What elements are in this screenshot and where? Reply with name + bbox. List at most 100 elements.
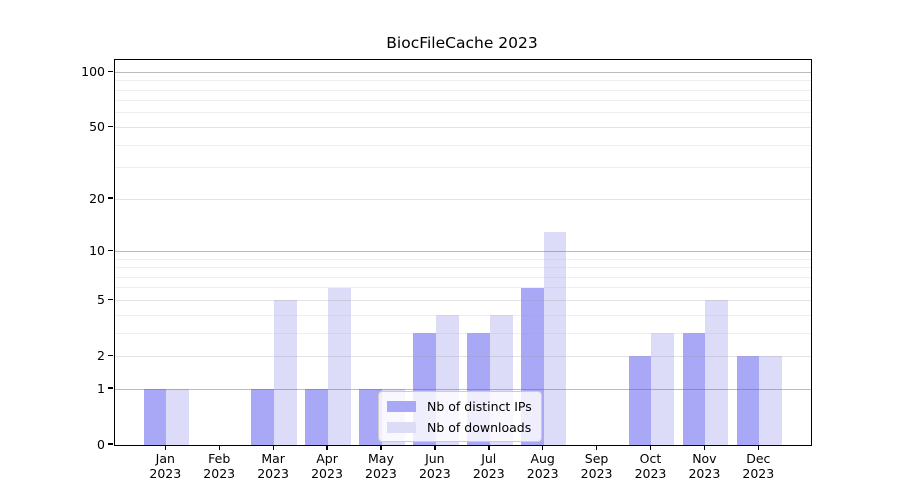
y-tick-mark xyxy=(108,249,113,252)
y-tick-mark xyxy=(108,354,113,357)
minor-gridline xyxy=(115,267,811,269)
y-tick-mark xyxy=(108,125,113,128)
y-tick-label: 5 xyxy=(97,291,105,307)
x-tick-year: 2023 xyxy=(311,466,343,481)
major-gridline xyxy=(115,198,811,200)
legend-label-downloads: Nb of downloads xyxy=(427,419,532,435)
major-gridline xyxy=(115,126,811,128)
x-tick-year: 2023 xyxy=(526,466,559,481)
x-tick-label-jul: Jul 2023 xyxy=(459,451,519,481)
bar-downloads-mar xyxy=(274,300,297,445)
x-tick-label-oct: Oct 2023 xyxy=(620,451,680,481)
decade-gridline xyxy=(115,388,811,390)
plot-area: Nb of distinct IPs Nb of downloads xyxy=(114,59,812,446)
minor-gridline xyxy=(115,100,811,102)
x-tick-month: Feb xyxy=(208,451,231,466)
bar-distinct-ips-may xyxy=(359,389,382,445)
decade-gridline xyxy=(115,71,811,73)
bar-downloads-aug xyxy=(543,231,567,445)
x-tick-month: Nov xyxy=(692,451,717,466)
x-tick-label-dec: Dec 2023 xyxy=(728,451,788,481)
y-tick-mark xyxy=(108,197,113,199)
bar-distinct-ips-dec xyxy=(736,356,760,445)
bar-downloads-dec xyxy=(759,356,783,445)
x-tick-month: Sep xyxy=(584,451,609,466)
y-tick-mark xyxy=(108,387,113,389)
y-tick-label: 100 xyxy=(81,63,105,79)
x-tick-year: 2023 xyxy=(418,466,451,481)
minor-gridline xyxy=(115,144,811,146)
x-tick-mark xyxy=(488,445,490,450)
x-tick-mark xyxy=(164,445,167,450)
x-tick-month: Mar xyxy=(261,451,285,466)
x-tick-month: May xyxy=(368,451,394,466)
legend-entry-downloads: Nb of downloads xyxy=(387,418,532,436)
x-tick-label-sep: Sep 2023 xyxy=(567,451,627,481)
x-tick-mark xyxy=(272,445,274,450)
x-tick-label-mar: Mar 2023 xyxy=(243,451,303,481)
legend-entry-distinct-ips: Nb of distinct IPs xyxy=(387,397,532,415)
y-tick-label: 2 xyxy=(97,347,105,363)
y-tick-label: 0 xyxy=(97,436,105,452)
x-tick-month: Dec xyxy=(746,451,771,466)
x-tick-year: 2023 xyxy=(149,466,182,481)
x-tick-label-jan: Jan 2023 xyxy=(135,451,195,481)
x-tick-month: Aug xyxy=(530,451,555,466)
legend-swatch-distinct-ips xyxy=(387,400,416,412)
bar-distinct-ips-nov xyxy=(682,333,706,445)
bar-distinct-ips-apr xyxy=(305,389,329,445)
x-tick-label-feb: Feb 2023 xyxy=(189,451,249,481)
x-tick-label-aug: Aug 2023 xyxy=(513,451,573,481)
x-tick-mark xyxy=(703,445,706,450)
x-tick-label-nov: Nov 2023 xyxy=(674,451,734,481)
y-tick-mark xyxy=(108,443,113,445)
x-tick-mark xyxy=(380,445,382,450)
x-tick-year: 2023 xyxy=(472,466,505,481)
x-tick-month: Jun xyxy=(425,451,445,466)
bar-downloads-jan xyxy=(166,389,190,445)
x-tick-month: Jan xyxy=(155,451,175,466)
y-tick-label: 10 xyxy=(89,242,105,258)
chart-title: BiocFileCache 2023 xyxy=(386,34,538,52)
legend-label-distinct-ips: Nb of distinct IPs xyxy=(427,398,532,414)
x-tick-label-may: May 2023 xyxy=(351,451,411,481)
x-tick-mark xyxy=(542,445,544,450)
major-gridline xyxy=(115,355,811,357)
x-tick-mark xyxy=(595,445,598,450)
x-tick-mark xyxy=(218,445,220,450)
x-tick-label-jun: Jun 2023 xyxy=(405,451,465,481)
bar-downloads-oct xyxy=(651,333,675,445)
minor-gridline xyxy=(115,332,811,334)
major-gridline xyxy=(115,299,811,301)
x-tick-label-apr: Apr 2023 xyxy=(297,451,357,481)
y-tick-label: 20 xyxy=(89,190,105,206)
minor-gridline xyxy=(115,258,811,260)
legend: Nb of distinct IPs Nb of downloads xyxy=(378,391,542,442)
minor-gridline xyxy=(115,314,811,316)
y-tick-label: 50 xyxy=(89,118,105,134)
minor-gridline xyxy=(115,287,811,289)
x-tick-year: 2023 xyxy=(203,466,236,481)
legend-swatch-downloads xyxy=(387,421,416,433)
minor-gridline xyxy=(115,167,811,169)
bar-downloads-apr xyxy=(328,287,351,445)
y-tick-label: 1 xyxy=(97,380,105,396)
x-tick-year: 2023 xyxy=(257,466,290,481)
x-tick-mark xyxy=(434,445,436,450)
decade-gridline xyxy=(115,250,811,252)
minor-gridline xyxy=(115,276,811,278)
bar-downloads-nov xyxy=(705,300,729,445)
x-tick-year: 2023 xyxy=(688,466,721,481)
x-tick-mark xyxy=(326,445,328,450)
x-tick-mark xyxy=(757,445,760,450)
x-tick-month: Apr xyxy=(316,451,338,466)
bar-distinct-ips-oct xyxy=(628,356,652,445)
gridlines-layer xyxy=(115,60,811,445)
minor-gridline xyxy=(115,112,811,114)
x-tick-mark xyxy=(649,445,652,450)
bar-distinct-ips-jan xyxy=(143,389,167,445)
x-tick-year: 2023 xyxy=(742,466,775,481)
bar-distinct-ips-mar xyxy=(251,389,275,445)
x-tick-year: 2023 xyxy=(580,466,613,481)
